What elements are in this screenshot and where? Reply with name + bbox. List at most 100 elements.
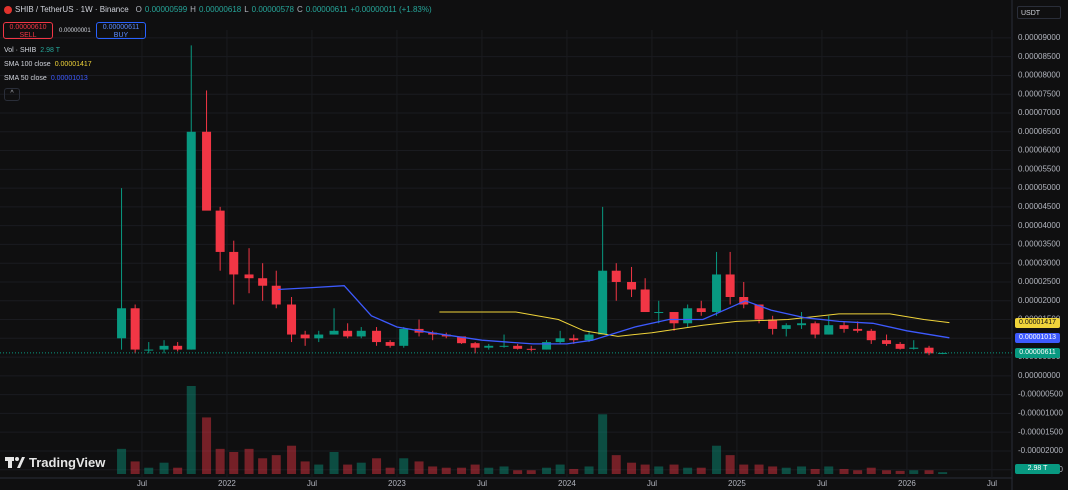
x-tick-label: Jul: [137, 479, 147, 488]
volume-bar: [882, 470, 892, 474]
candle-body: [909, 347, 919, 349]
buy-price: 0.00000611: [102, 24, 140, 31]
symbol-header: SHIB / TetherUS · 1W · Binance O 0.000005…: [4, 5, 432, 14]
currency-select[interactable]: USDT: [1017, 6, 1061, 19]
volume-bar: [356, 462, 366, 474]
candle-body: [640, 289, 650, 313]
buy-button[interactable]: 0.00000611 BUY: [96, 22, 146, 39]
candle-body: [399, 328, 409, 346]
sell-button[interactable]: 0.00000610 SELL: [3, 22, 53, 39]
volume-bar: [470, 464, 480, 474]
legend-name: SMA 100 close: [4, 61, 51, 68]
legend-sma50[interactable]: SMA 50 close 0.00001013: [4, 75, 88, 82]
volume-bar: [372, 458, 382, 474]
ohlc-key: O: [135, 5, 142, 14]
buy-label: BUY: [113, 32, 129, 39]
ohlc-key: L: [244, 5, 249, 14]
volume-bar: [542, 467, 552, 474]
candle-body: [526, 348, 536, 350]
x-tick-label: 2022: [218, 479, 236, 488]
volume-bar: [385, 467, 395, 474]
candle-body: [300, 334, 310, 339]
volume-label: 2.98 T: [1015, 464, 1060, 474]
volume-bar: [739, 464, 749, 474]
volume-bar: [526, 470, 536, 474]
x-tick-label: 2023: [388, 479, 406, 488]
candle-body: [569, 338, 579, 341]
candle-body: [712, 274, 722, 313]
y-tick-label: 0.00006500: [1018, 127, 1061, 136]
candle-body: [542, 342, 552, 350]
volume-bar: [810, 468, 820, 474]
legend-volume[interactable]: Vol · SHIB 2.98 T: [4, 47, 60, 54]
volume-bar: [924, 470, 934, 474]
candle-body: [314, 334, 324, 339]
candle-body: [824, 325, 834, 335]
volume-bar: [598, 414, 608, 474]
y-tick-label: 0.00002000: [1018, 296, 1061, 305]
candle-body: [584, 334, 594, 341]
volume-bar: [781, 467, 791, 474]
volume-bar: [725, 455, 735, 474]
volume-bar: [712, 445, 722, 474]
candle-body: [159, 345, 169, 350]
legend-sma100[interactable]: SMA 100 close 0.00001417: [4, 61, 92, 68]
volume-bar: [428, 466, 438, 474]
y-tick-label: -0.00001500: [1018, 427, 1063, 436]
volume-bar: [130, 461, 140, 474]
candle-body: [173, 345, 183, 350]
spread: 0.00000001: [59, 28, 91, 34]
candle-body: [271, 285, 281, 305]
legend-value: 2.98 T: [40, 47, 61, 54]
volume-bar: [499, 466, 509, 474]
volume-bar: [938, 472, 948, 474]
candle-body: [385, 342, 395, 346]
volume-bar: [399, 458, 409, 474]
volume-bar: [314, 464, 324, 474]
candle-body: [513, 345, 523, 349]
brand-logo[interactable]: TradingView: [5, 455, 105, 470]
candle-body: [598, 270, 608, 335]
y-tick-label: 0.00008500: [1018, 52, 1061, 61]
candle-body: [754, 304, 764, 320]
volume-bar: [669, 464, 679, 474]
candle-body: [683, 308, 693, 324]
candle-body: [457, 336, 467, 344]
candle-body: [144, 349, 154, 351]
legend-name: SMA 50 close: [4, 75, 47, 82]
legend-name: Vol · SHIB: [4, 47, 37, 54]
candle-body: [725, 274, 735, 297]
x-tick-label: Jul: [647, 479, 657, 488]
candle-body: [329, 330, 339, 335]
y-tick-label: -0.00002000: [1018, 446, 1063, 455]
x-tick-label: 2026: [898, 479, 916, 488]
collapse-legend-button[interactable]: ^: [4, 88, 20, 101]
candle-body: [669, 312, 679, 324]
x-tick-label: Jul: [307, 479, 317, 488]
candle-body: [343, 330, 353, 337]
candle-body: [797, 323, 807, 326]
volume-bar: [513, 470, 523, 474]
candle-body: [117, 308, 127, 339]
volume-bar: [186, 386, 196, 474]
sma-price-label: 0.00001013: [1015, 332, 1060, 343]
candle-body: [372, 330, 382, 343]
x-tick-label: Jul: [987, 479, 997, 488]
ohlc-key: H: [190, 5, 196, 14]
sell-label: SELL: [19, 32, 37, 39]
price-change: +0.00000011 (+1.83%): [350, 5, 432, 14]
volume-bar: [271, 455, 281, 474]
x-tick-label: 2025: [728, 479, 746, 488]
x-tick-label: Jul: [817, 479, 827, 488]
volume-bar: [300, 461, 310, 474]
volume-bar: [202, 417, 212, 474]
y-tick-label: 0.00008000: [1018, 71, 1061, 80]
symbol-icon: [4, 5, 12, 14]
candle-body: [611, 270, 621, 282]
candle-body: [287, 304, 297, 335]
candle-body: [739, 296, 749, 305]
candle-body: [244, 274, 254, 279]
symbol-title[interactable]: SHIB / TetherUS · 1W · Binance: [15, 5, 129, 14]
